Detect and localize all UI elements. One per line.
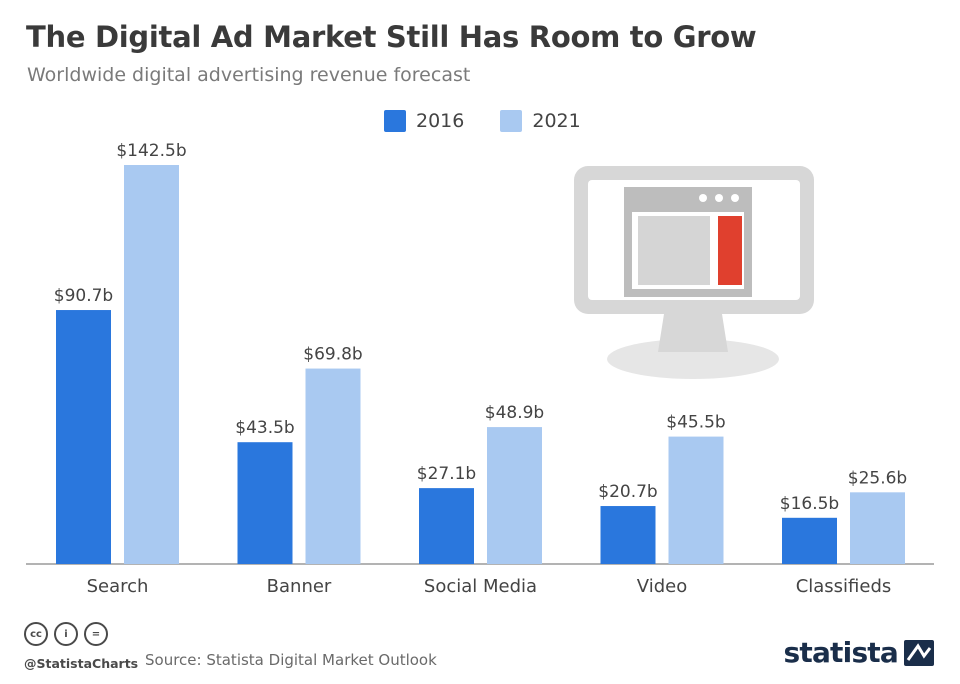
data-label-banner-2016: $43.5b [235,418,294,438]
legend-label-2021: 2021 [532,110,581,132]
data-label-classifieds-2021: $25.6b [848,468,907,488]
by-icon: i [54,622,78,646]
statista-mark-icon [904,639,934,666]
category-label-video: Video [637,576,687,597]
bar-classifieds-2021 [850,492,905,564]
legend-swatch-2016 [384,110,406,132]
monitor-browser-icon [574,166,814,379]
legend-item-2016: 2016 [384,110,464,132]
data-label-video-2016: $20.7b [598,482,657,502]
category-label-classifieds: Classifieds [796,576,892,597]
data-label-search-2016: $90.7b [54,286,113,306]
chart-title: The Digital Ad Market Still Has Room to … [26,20,757,54]
nd-icon: = [84,622,108,646]
category-label-search: Search [87,576,149,597]
legend-item-2021: 2021 [500,110,581,132]
bar-video-2016 [600,506,656,564]
license-icons: cc i = [24,622,138,646]
data-label-social-media-2021: $48.9b [485,403,544,423]
bar-banner-2016 [237,442,293,564]
footer-license: cc i = @StatistaCharts [24,622,138,671]
legend-label-2016: 2016 [416,110,465,132]
data-label-social-media-2016: $27.1b [417,464,476,484]
category-label-banner: Banner [267,576,332,597]
legend-swatch-2021 [500,110,523,132]
chart-subtitle: Worldwide digital advertising revenue fo… [27,64,471,86]
bar-group: $90.7b $142.5b Search $43.5b $69.8b Banner $27… [54,141,907,597]
brand-wordmark: statista [783,636,899,669]
statista-logo[interactable]: statista [784,636,934,669]
data-label-classifieds-2016: $16.5b [780,494,839,514]
bar-video-2021 [668,436,724,564]
bar-banner-2021 [305,368,361,564]
data-label-search-2021: $142.5b [116,141,186,161]
bar-search-2021 [124,165,179,564]
legend: 2016 2021 [384,110,617,132]
source-note: Source: Statista Digital Market Outlook [145,651,437,669]
bar-search-2016 [56,310,111,564]
bar-social-media-2016 [419,488,474,564]
bar-social-media-2021 [487,427,542,564]
bar-classifieds-2016 [782,517,837,564]
social-handle[interactable]: @StatistaCharts [24,656,139,671]
data-label-video-2021: $45.5b [666,413,725,433]
cc-icon: cc [24,622,48,646]
category-label-social-media: Social Media [424,576,537,597]
data-label-banner-2021: $69.8b [303,345,362,365]
